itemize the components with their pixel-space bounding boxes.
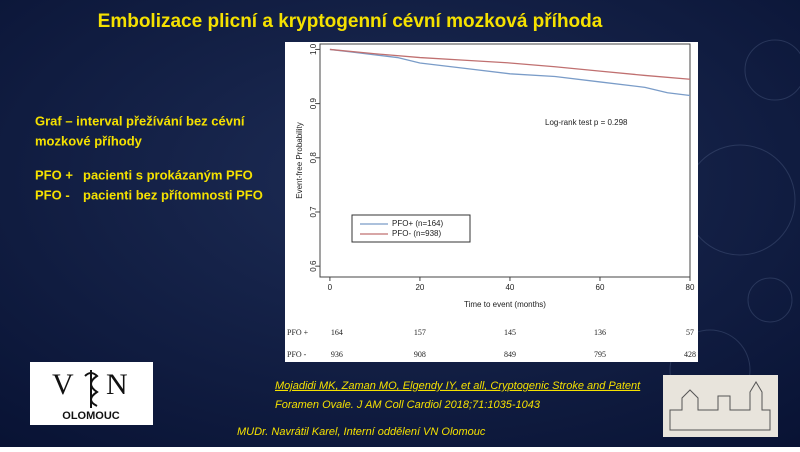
- series-line: [329, 48, 691, 97]
- legend-label: PFO+ (n=164): [392, 219, 443, 228]
- plot-frame: [319, 43, 691, 278]
- y-tick-label: 0.6: [309, 260, 318, 272]
- citation: Foramen Ovale. J AM Coll Cardiol 2018;71…: [275, 399, 541, 411]
- text-line: Graf – interval přežívání bez cévní: [35, 113, 245, 128]
- chart: 0 20 40 60 80 0.6 0.7 0.8 0.9 1.0 Time to event (m…: [287, 43, 696, 359]
- y-tick-label: 0.8: [309, 152, 318, 164]
- x-tick-label: 80: [686, 283, 695, 292]
- x-tick-label: 40: [505, 283, 514, 292]
- risk-value: 164: [331, 328, 343, 337]
- risk-value: 908: [414, 350, 426, 359]
- logo-symbol: [84, 370, 99, 408]
- y-tick-label: 0.9: [309, 97, 318, 109]
- y-tick-label: 0.7: [309, 206, 318, 218]
- x-tick-label: 60: [596, 283, 605, 292]
- legend-label: PFO- (n=938): [392, 229, 441, 238]
- annotation: Log-rank test p = 0.298: [545, 118, 628, 127]
- risk-value: 57: [686, 328, 694, 337]
- risk-value: 936: [331, 350, 343, 359]
- risk-value: 145: [504, 328, 516, 337]
- risk-value: 849: [504, 350, 516, 359]
- risk-value: 136: [594, 328, 606, 337]
- def-text: pacienti s prokázaným PFO: [83, 167, 253, 182]
- legend: [351, 214, 471, 243]
- citation: Mojadidi MK, Zaman MO, Elgendy IY, et al…: [275, 380, 641, 392]
- x-tick-label: 0: [328, 283, 333, 292]
- def-term: PFO -: [35, 187, 70, 202]
- risk-value: 428: [684, 350, 696, 359]
- footer: MUDr. Navrátil Karel, Interní oddělení V…: [237, 426, 486, 438]
- y-tick-label: 1.0: [309, 43, 318, 55]
- def-term: PFO +: [35, 167, 73, 182]
- logo-letter: N: [106, 368, 128, 401]
- building-image: [663, 375, 778, 437]
- slide-title: Embolizace plicní a kryptogenní cévní mo…: [98, 11, 603, 32]
- risk-value: 795: [594, 350, 606, 359]
- risk-value: 157: [414, 328, 426, 337]
- series-line: [329, 48, 691, 80]
- y-axis-label: Event-free Probability: [295, 122, 304, 198]
- x-tick-label: 20: [415, 283, 424, 292]
- logo-letter: V: [52, 368, 74, 401]
- risk-label: PFO +: [287, 328, 309, 337]
- risk-label: PFO -: [287, 350, 307, 359]
- chart-panel: [285, 42, 698, 362]
- x-axis-label: Time to event (months): [464, 300, 546, 309]
- text-line: mozkové příhody: [35, 133, 143, 148]
- def-text: pacienti bez přítomnosti PFO: [83, 187, 263, 202]
- logo-text: OLOMOUC: [62, 410, 119, 422]
